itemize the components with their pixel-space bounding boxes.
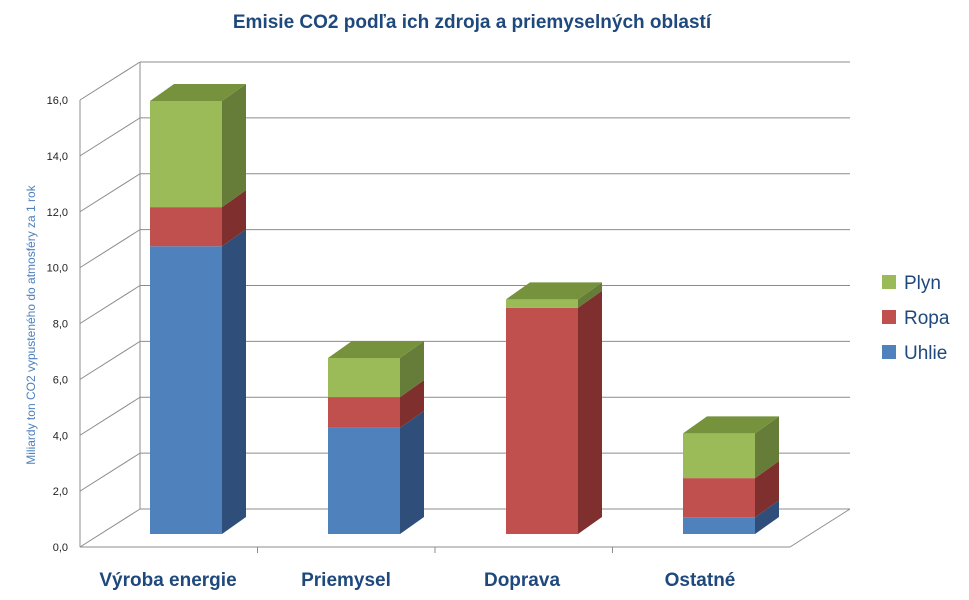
bar-segment-side bbox=[222, 190, 246, 247]
bar-segment-side bbox=[400, 380, 424, 428]
bar-segment-side bbox=[400, 410, 424, 534]
bar-segment-front bbox=[328, 427, 400, 534]
legend-label: Ropa bbox=[904, 308, 950, 329]
bar-segment-side bbox=[578, 290, 602, 534]
x-tick-label: Výroba energie bbox=[99, 570, 236, 591]
bar-segment-side bbox=[400, 340, 424, 398]
bar-stack bbox=[328, 340, 424, 534]
grid-line-side bbox=[79, 61, 141, 101]
bar-segment-top bbox=[150, 83, 246, 101]
y-tick-label: 2,0 bbox=[53, 486, 68, 498]
y-tick-label: 12,0 bbox=[47, 207, 68, 219]
legend-swatch bbox=[882, 275, 896, 289]
bar-segment-top bbox=[328, 340, 424, 358]
bar-segment-side bbox=[755, 500, 779, 534]
bar-segment-front bbox=[683, 517, 755, 534]
x-tick-label: Doprava bbox=[484, 570, 560, 591]
grid-line-side bbox=[79, 452, 141, 492]
y-axis-label: Miliardy ton CO2 vypusteného do atmosfér… bbox=[24, 184, 38, 464]
grid bbox=[79, 61, 851, 553]
bar-segment-front bbox=[506, 307, 578, 534]
bars bbox=[150, 83, 779, 534]
bar-segment-side bbox=[578, 282, 602, 308]
y-tick-label: 8,0 bbox=[53, 319, 68, 331]
bar-segment-top bbox=[683, 416, 779, 434]
y-tick-label: 4,0 bbox=[53, 430, 68, 442]
x-tick-label: Ostatné bbox=[665, 570, 736, 591]
y-tick-labels: 0,0 2,0 4,0 6,0 8,0 10,0 12,0 14,0 16,0 bbox=[47, 95, 68, 554]
x-tick-label: Priemysel bbox=[301, 570, 391, 591]
y-tick-label: 14,0 bbox=[47, 151, 68, 163]
bar-stack bbox=[506, 282, 602, 534]
chart-title: Emisie CO2 podľa ich zdroja a priemyseln… bbox=[233, 12, 712, 33]
bar-segment-front bbox=[506, 299, 578, 308]
legend-label: Uhlie bbox=[904, 343, 947, 364]
bar-segment-front bbox=[150, 100, 222, 208]
grid-line-side bbox=[79, 508, 141, 548]
grid-line-side bbox=[79, 229, 141, 269]
bar-stack bbox=[150, 83, 246, 534]
y-tick-label: 16,0 bbox=[47, 95, 68, 107]
bar-segment-side bbox=[222, 229, 246, 534]
bar-segment-side bbox=[755, 461, 779, 518]
grid-line-side bbox=[79, 396, 141, 436]
legend: Plyn Ropa Uhlie bbox=[882, 273, 950, 364]
legend-swatch bbox=[882, 310, 896, 324]
bar-segment-side bbox=[755, 416, 779, 479]
bar-segment-front bbox=[150, 207, 222, 247]
grid-line-side bbox=[79, 340, 141, 380]
bar-segment-front bbox=[328, 357, 400, 398]
y-tick-label: 0,0 bbox=[53, 542, 68, 554]
grid-line-side bbox=[79, 285, 141, 324]
legend-label: Plyn bbox=[904, 273, 941, 294]
y-tick-label: 6,0 bbox=[53, 374, 68, 386]
bar-segment-side bbox=[222, 83, 246, 208]
grid-line-side bbox=[79, 173, 141, 213]
bar-segment-front bbox=[150, 246, 222, 534]
x-tick-labels: Výroba energie Priemysel Doprava Ostatné bbox=[99, 570, 735, 591]
bar-segment-front bbox=[683, 433, 755, 479]
floor-edge bbox=[789, 508, 851, 548]
bar-segment-front bbox=[683, 478, 755, 518]
bar-segment-front bbox=[328, 397, 400, 428]
grid-line-side bbox=[79, 117, 141, 157]
bar-segment-top bbox=[506, 282, 602, 300]
y-tick-label: 10,0 bbox=[47, 263, 68, 275]
legend-swatch bbox=[882, 345, 896, 359]
bar-stack bbox=[683, 416, 779, 534]
